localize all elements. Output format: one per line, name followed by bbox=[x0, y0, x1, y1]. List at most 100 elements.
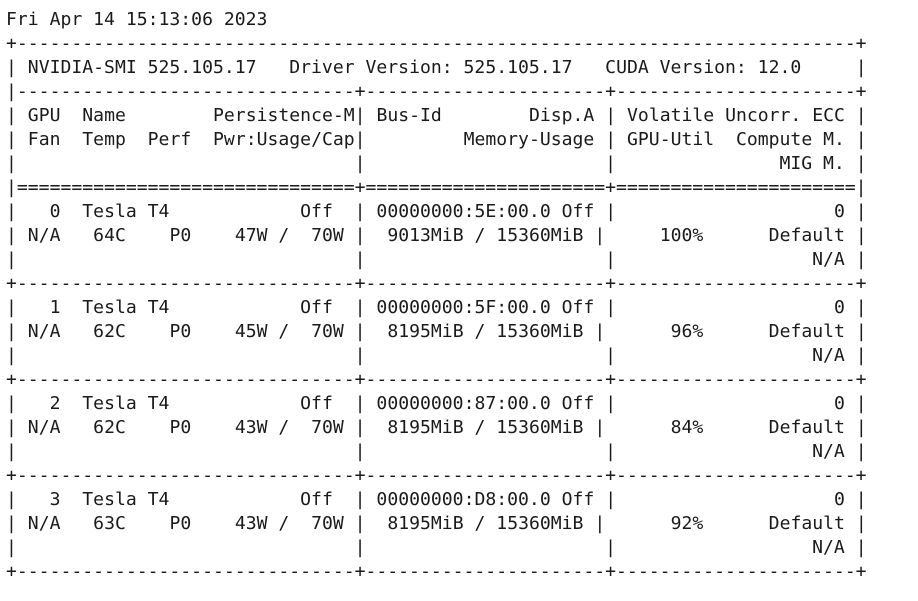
gpu-row: | 2 Tesla T4 Off | 00000000:87:00.0 Off … bbox=[6, 393, 867, 414]
gpu-bus-id: 00000000:5F:00.0 bbox=[376, 297, 551, 318]
gpu-row-mig: | | | N/A | bbox=[6, 441, 867, 462]
gpu-perf: P0 bbox=[169, 225, 192, 246]
gpu-bus-id: 00000000:5E:00.0 bbox=[376, 201, 551, 222]
gpu-ecc: 0 bbox=[616, 297, 845, 318]
border-top: +---------------------------------------… bbox=[6, 33, 867, 54]
gpu-mem-total: 15360MiB bbox=[496, 321, 584, 342]
gpu-perf: P0 bbox=[169, 321, 192, 342]
gpu-compute-mode: Default bbox=[768, 513, 845, 534]
gpu-perf: P0 bbox=[169, 417, 192, 438]
border-double: |===============================+=======… bbox=[6, 177, 867, 198]
gpu-util: 100% bbox=[605, 225, 704, 246]
col-gpu-util: GPU-Util bbox=[627, 129, 715, 150]
gpu-bus-id: 00000000:87:00.0 bbox=[376, 393, 551, 414]
gpu-temp: 63C bbox=[93, 513, 126, 534]
col-volatile-ecc: Volatile Uncorr. ECC bbox=[627, 105, 845, 126]
gpu-index: 2 bbox=[16, 393, 61, 414]
row-separator: +-------------------------------+-------… bbox=[6, 561, 867, 582]
gpu-disp-a: Off bbox=[561, 201, 595, 222]
timestamp: Fri Apr 14 15:13:06 2023 bbox=[6, 8, 867, 32]
column-header-row-1: | GPU Name Persistence-M| Bus-Id Disp.A … bbox=[6, 105, 867, 126]
col-memory-usage: Memory-Usage bbox=[463, 129, 595, 150]
gpu-row: | 3 Tesla T4 Off | 00000000:D8:00.0 Off … bbox=[6, 489, 867, 510]
col-gpu: GPU bbox=[27, 105, 61, 126]
gpu-util: 84% bbox=[605, 417, 704, 438]
col-name: Name bbox=[82, 105, 126, 126]
col-fan: Fan bbox=[27, 129, 61, 150]
gpu-mem-used: 8195MiB bbox=[387, 321, 464, 342]
gpu-row: | 0 Tesla T4 Off | 00000000:5E:00.0 Off … bbox=[6, 201, 867, 222]
gpu-row-mig: | | | N/A | bbox=[6, 249, 867, 270]
gpu-pwr-usage: 43W bbox=[234, 513, 268, 534]
gpu-pwr-cap: 70W bbox=[311, 321, 344, 342]
col-persistence: Persistence-M bbox=[213, 105, 355, 126]
gpu-compute-mode: Default bbox=[768, 225, 845, 246]
col-perf: Perf bbox=[147, 129, 192, 150]
gpu-pwr-cap: 70W bbox=[311, 225, 344, 246]
gpu-fan: N/A bbox=[27, 321, 61, 342]
gpu-compute-mode: Default bbox=[768, 417, 845, 438]
column-header-row-2: | Fan Temp Perf Pwr:Usage/Cap| Memory-Us… bbox=[6, 129, 867, 150]
gpu-pwr-usage: 47W bbox=[234, 225, 268, 246]
gpu-name: Tesla T4 bbox=[82, 297, 290, 318]
gpu-mem-total: 15360MiB bbox=[496, 225, 584, 246]
border-header: |-------------------------------+-------… bbox=[6, 81, 867, 102]
col-temp: Temp bbox=[82, 129, 126, 150]
gpu-disp-a: Off bbox=[561, 489, 595, 510]
gpu-index: 0 bbox=[16, 201, 61, 222]
gpu-pwr-cap: 70W bbox=[311, 513, 344, 534]
column-header-row-3: | | | MIG M. | bbox=[6, 153, 867, 174]
gpu-pwr-cap: 70W bbox=[311, 417, 344, 438]
timestamp-text: Fri Apr 14 15:13:06 2023 bbox=[6, 9, 268, 30]
gpu-util: 92% bbox=[605, 513, 704, 534]
gpu-ecc: 0 bbox=[616, 201, 845, 222]
gpu-mig-mode: N/A bbox=[616, 345, 845, 366]
gpu-fan: N/A bbox=[27, 417, 61, 438]
gpu-row-detail: | N/A 62C P0 43W / 70W | 8195MiB / 15360… bbox=[6, 417, 867, 438]
gpu-row-mig: | | | N/A | bbox=[6, 537, 867, 558]
gpu-index: 3 bbox=[16, 489, 61, 510]
gpu-mem-total: 15360MiB bbox=[496, 417, 584, 438]
gpu-row-detail: | N/A 63C P0 43W / 70W | 8195MiB / 15360… bbox=[6, 513, 867, 534]
gpu-persistence: Off bbox=[289, 297, 333, 318]
gpu-row-detail: | N/A 64C P0 47W / 70W | 9013MiB / 15360… bbox=[6, 225, 867, 246]
gpu-mem-used: 8195MiB bbox=[387, 513, 464, 534]
gpu-name: Tesla T4 bbox=[82, 393, 290, 414]
gpu-index: 1 bbox=[16, 297, 61, 318]
gpu-temp: 62C bbox=[93, 417, 126, 438]
col-compute-m: Compute M. bbox=[735, 129, 845, 150]
row-separator: +-------------------------------+-------… bbox=[6, 369, 867, 390]
gpu-mem-used: 8195MiB bbox=[387, 417, 464, 438]
gpu-disp-a: Off bbox=[561, 297, 595, 318]
gpu-disp-a: Off bbox=[561, 393, 595, 414]
gpu-util: 96% bbox=[605, 321, 704, 342]
gpu-ecc: 0 bbox=[616, 393, 845, 414]
gpu-perf: P0 bbox=[169, 513, 192, 534]
gpu-name: Tesla T4 bbox=[82, 201, 290, 222]
col-pwr: Pwr:Usage/Cap bbox=[213, 129, 355, 150]
gpu-row: | 1 Tesla T4 Off | 00000000:5F:00.0 Off … bbox=[6, 297, 867, 318]
header-row: | NVIDIA-SMI 525.105.17 Driver Version: … bbox=[6, 57, 867, 78]
gpu-mem-used: 9013MiB bbox=[387, 225, 464, 246]
gpu-fan: N/A bbox=[27, 513, 61, 534]
gpu-mig-mode: N/A bbox=[616, 249, 845, 270]
nvidia-smi-output: Fri Apr 14 15:13:06 2023 +---------------… bbox=[6, 8, 867, 584]
gpu-persistence: Off bbox=[289, 489, 333, 510]
gpu-compute-mode: Default bbox=[768, 321, 845, 342]
gpu-temp: 64C bbox=[93, 225, 126, 246]
col-disp-a: Disp.A bbox=[528, 105, 595, 126]
gpu-ecc: 0 bbox=[616, 489, 845, 510]
gpu-mig-mode: N/A bbox=[616, 441, 845, 462]
gpu-temp: 62C bbox=[93, 321, 126, 342]
gpu-pwr-usage: 43W bbox=[234, 417, 268, 438]
gpu-mem-total: 15360MiB bbox=[496, 513, 584, 534]
cuda-version: CUDA Version: 12.0 bbox=[605, 57, 802, 78]
gpu-fan: N/A bbox=[27, 225, 61, 246]
gpu-row-mig: | | | N/A | bbox=[6, 345, 867, 366]
gpu-mig-mode: N/A bbox=[616, 537, 845, 558]
gpu-name: Tesla T4 bbox=[82, 489, 290, 510]
driver-version: Driver Version: 525.105.17 bbox=[289, 57, 573, 78]
gpu-row-detail: | N/A 62C P0 45W / 70W | 8195MiB / 15360… bbox=[6, 321, 867, 342]
smi-version: NVIDIA-SMI 525.105.17 bbox=[27, 57, 257, 78]
